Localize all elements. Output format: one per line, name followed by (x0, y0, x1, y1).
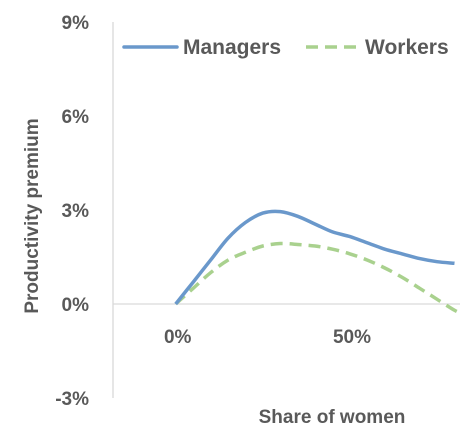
x-tick-labels: 0% 50% (164, 327, 371, 348)
legend-label-managers: Managers (183, 36, 281, 59)
legend: Managers Workers (122, 36, 449, 59)
y-tick-labels: 9% 6% 3% 0% -3% (55, 13, 89, 410)
series-line-managers (174, 209, 455, 306)
x-tick-label: 0% (164, 327, 192, 348)
series-line-workers (174, 241, 463, 316)
x-tick-label: 50% (333, 327, 371, 348)
y-tick-label: 3% (62, 201, 90, 222)
x-axis-title: Share of women (259, 407, 406, 428)
y-tick-label: 6% (62, 107, 90, 128)
y-tick-label: 9% (62, 13, 90, 34)
y-tick-label: -3% (55, 389, 89, 410)
legend-label-workers: Workers (365, 36, 449, 59)
y-axis-title: Productivity premium (22, 118, 43, 313)
series-layer (174, 209, 463, 316)
plot-area (112, 22, 460, 398)
y-tick-label: 0% (62, 295, 90, 316)
